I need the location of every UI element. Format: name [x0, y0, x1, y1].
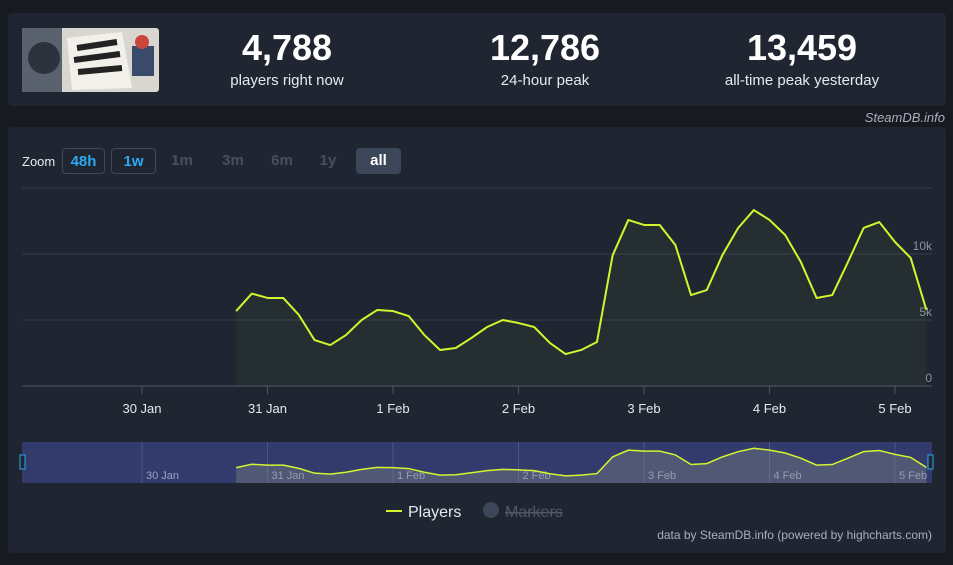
navigator-label: 4 Feb [774, 470, 802, 482]
navigator-handle[interactable] [927, 454, 934, 470]
zoom-label: Zoom [22, 154, 56, 169]
stat-label: 24-hour peak [500, 72, 590, 89]
x-tick-label: 4 Feb [753, 401, 786, 416]
series-line [235, 209, 928, 356]
stat-label: players right now [230, 72, 344, 89]
navigator-handle[interactable] [19, 454, 26, 470]
game-thumbnail [22, 28, 159, 92]
zoom-button[interactable]: 6m [271, 152, 293, 169]
series-area [236, 210, 927, 386]
navigator [22, 442, 932, 483]
y-tick-label: 5k [919, 305, 933, 319]
navigator-line [235, 447, 927, 477]
stat: 4,788 players right now [167, 28, 407, 90]
navigator-label: 1 Feb [397, 470, 425, 482]
stats-panel [8, 13, 946, 106]
zoom-button[interactable]: 1y [319, 152, 337, 169]
navigator-label: 5 Feb [899, 470, 927, 482]
stat-value: 4,788 [241, 27, 333, 68]
stat: 12,786 24-hour peak [425, 28, 665, 90]
stat-value: 13,459 [746, 27, 858, 68]
x-tick-label: 31 Jan [248, 401, 287, 416]
legend-label[interactable]: Players [408, 504, 461, 521]
stat-label: all-time peak yesterday [724, 72, 880, 89]
zoom-button[interactable]: 48h [62, 148, 105, 174]
y-tick-label: 10k [913, 239, 933, 253]
x-tick-label: 5 Feb [878, 401, 911, 416]
stat: 13,459 all-time peak yesterday [682, 28, 922, 90]
x-tick-label: 30 Jan [122, 401, 161, 416]
navigator-area [236, 448, 927, 483]
x-tick-label: 2 Feb [502, 401, 535, 416]
legend-swatch [483, 502, 499, 518]
credit: data by SteamDB.info (powered by highcha… [657, 528, 932, 542]
x-tick-label: 3 Feb [627, 401, 660, 416]
legend-label[interactable]: Markers [505, 504, 563, 521]
zoom-button[interactable]: 3m [222, 152, 244, 169]
zoom-button[interactable]: 1w [111, 148, 156, 174]
zoom-button[interactable]: all [356, 148, 401, 174]
source: SteamDB.info [864, 110, 945, 125]
navigator-label: 3 Feb [648, 470, 676, 482]
navigator-label: 30 Jan [146, 470, 179, 482]
stat-value: 12,786 [489, 27, 601, 68]
navigator-label: 31 Jan [272, 470, 305, 482]
x-tick-label: 1 Feb [376, 401, 409, 416]
zoom-button[interactable]: 1m [171, 152, 193, 169]
y-tick-label: 0 [925, 371, 932, 385]
